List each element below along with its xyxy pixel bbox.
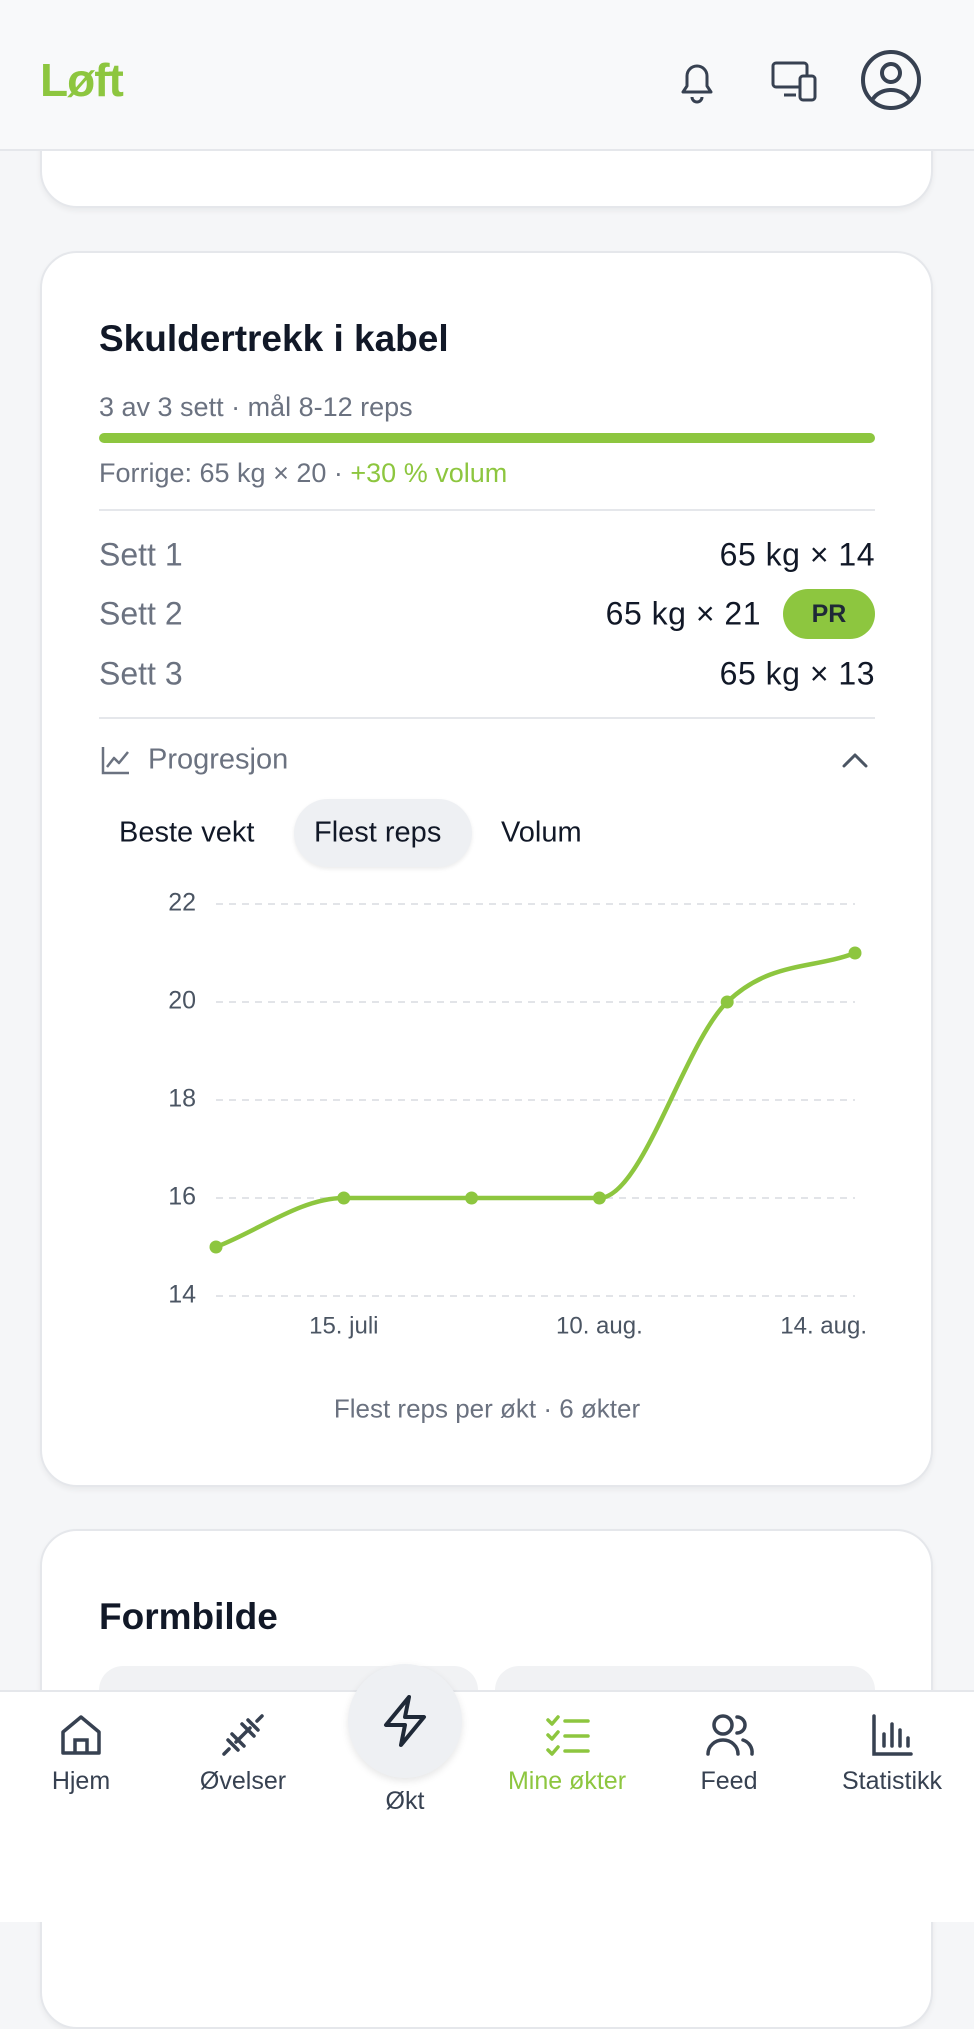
x-tick-label: 15. juli [309,1312,378,1339]
active-tab-bg [294,799,472,867]
logo[interactable]: Løft [40,54,124,106]
notifications-icon[interactable] [673,56,721,106]
set-value: 65 kg × 13 [719,655,875,692]
set-value: 65 kg × 21 [605,595,761,632]
y-tick-label: 22 [168,889,196,917]
x-tick-label: 10. aug. [556,1312,643,1339]
nav-label-active[interactable]: Mine økter [507,1767,627,1795]
point [592,1191,606,1205]
progression-chart: 14 16 18 20 22 15. juli 10. aug. 14. aug. [168,889,867,1340]
exercises-icon[interactable] [220,1712,266,1758]
progression-toggle[interactable]: Progresjon [148,743,289,776]
nav-label[interactable]: Statistikk [841,1767,943,1795]
point [337,1191,351,1205]
feed-icon[interactable] [705,1712,755,1758]
home-icon[interactable] [59,1712,103,1758]
set-label: Sett 3 [99,655,183,692]
exercise-card [40,251,933,1487]
chart-caption: Flest reps per økt · 6 økter [333,1393,641,1424]
bottom-nav [0,1690,974,1922]
collapse-chevron[interactable] [839,748,871,772]
point [848,946,862,960]
point [465,1191,479,1205]
y-tick-label: 16 [168,1183,196,1211]
form-title: Formbilde [99,1596,278,1637]
set-label: Sett 1 [99,536,183,573]
progress-bar [99,433,875,443]
previous-text: Forrige: 65 kg × 20 · [99,458,343,488]
set-label: Sett 2 [99,595,183,632]
divider [99,717,875,719]
y-tick-label: 18 [168,1085,196,1113]
point [720,995,734,1009]
exercise-title: Skuldertrekk i kabel [99,318,449,359]
workout-icon[interactable] [380,1694,430,1748]
set-value: 65 kg × 14 [719,536,875,573]
my-workouts-icon[interactable] [545,1713,591,1757]
divider [99,509,875,511]
nav-label[interactable]: Øvelser [199,1767,287,1795]
tab[interactable]: Volum [501,816,582,849]
top-bar [0,0,974,151]
y-tick-label: 14 [168,1281,196,1309]
devices-icon[interactable] [770,58,820,104]
pr-badge: PR [783,589,875,639]
nav-label[interactable]: Feed [700,1767,758,1795]
volume-change: +30 % volum [350,458,508,488]
point [209,1240,223,1254]
chart-icon [101,747,129,775]
profile-icon[interactable] [860,49,922,111]
exercise-subtitle: 3 av 3 sett · mål 8-12 reps [99,392,413,422]
stats-icon[interactable] [870,1712,914,1758]
workout-button[interactable] [348,1664,462,1778]
nav-label[interactable]: Økt [385,1787,425,1815]
y-tick-label: 20 [168,987,196,1015]
x-tick-label: 14. aug. [780,1312,867,1339]
previous-line: Forrige: 65 kg × 20 · +30 % volum [99,458,507,489]
tab-active[interactable]: Flest reps [314,816,442,849]
tab[interactable]: Beste vekt [119,816,255,849]
nav-label[interactable]: Hjem [51,1767,111,1795]
